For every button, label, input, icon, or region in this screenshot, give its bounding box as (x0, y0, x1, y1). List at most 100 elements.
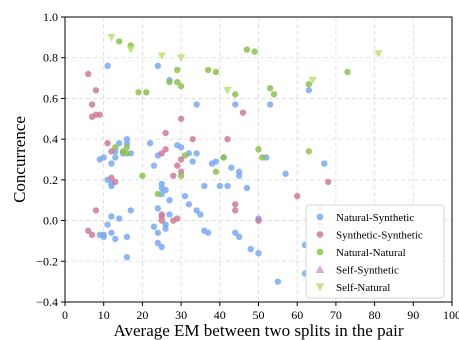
point-synthetic-synthetic (174, 162, 181, 169)
legend-marker (316, 231, 324, 238)
x-tick-label: 50 (253, 308, 265, 322)
y-tick-label: 0.8 (43, 51, 58, 65)
point-natural-synthetic (123, 135, 131, 143)
point-natural-natural (212, 168, 220, 175)
point-synthetic-synthetic (239, 109, 247, 116)
point-natural-synthetic (232, 101, 239, 108)
point-synthetic-synthetic (112, 178, 119, 186)
point-natural-synthetic (216, 182, 223, 190)
point-synthetic-synthetic (96, 111, 104, 118)
point-synthetic-synthetic (324, 178, 332, 186)
y-tick-label: −0.2 (36, 254, 58, 268)
y-tick-label: 0.6 (43, 91, 58, 105)
x-tick-label: 30 (175, 308, 187, 322)
point-natural-synthetic (162, 186, 169, 194)
point-self-natural (126, 46, 135, 54)
point-self-natural (374, 50, 383, 58)
point-natural-natural (112, 144, 119, 151)
point-natural-synthetic (305, 87, 313, 94)
point-natural-natural (305, 80, 313, 88)
y-tick-label: 0.4 (43, 132, 58, 146)
point-synthetic-synthetic (170, 172, 177, 179)
y-axis-ticks: −0.4 −0.2 0.0 0.2 0.4 0.6 0.8 1.0 (36, 10, 65, 309)
point-natural-natural (270, 91, 278, 98)
point-natural-synthetic (235, 168, 243, 175)
legend-marker (316, 213, 324, 221)
y-axis-label: Concurrence (10, 116, 29, 203)
legend-label: Self-Natural (336, 282, 390, 294)
point-natural-synthetic (104, 62, 111, 70)
point-natural-synthetic (197, 211, 204, 218)
point-natural-synthetic (232, 229, 239, 236)
point-synthetic-synthetic (108, 174, 115, 182)
point-natural-synthetic (189, 158, 196, 165)
point-self-natural (223, 86, 232, 95)
point-natural-synthetic (154, 229, 162, 236)
point-natural-synthetic (154, 62, 162, 70)
point-synthetic-synthetic (162, 146, 169, 153)
x-tick-label: 90 (407, 308, 419, 322)
x-tick-label: 10 (98, 308, 110, 322)
point-natural-synthetic (166, 197, 173, 204)
point-synthetic-synthetic (104, 140, 111, 147)
point-natural-synthetic (154, 239, 162, 247)
point-natural-synthetic (282, 170, 289, 177)
point-natural-synthetic (150, 223, 158, 230)
point-natural-synthetic (127, 207, 134, 214)
point-natural-synthetic (255, 249, 262, 257)
point-natural-synthetic (185, 201, 193, 208)
point-self-natural (107, 33, 116, 42)
point-natural-synthetic (193, 150, 200, 157)
point-natural-natural (220, 154, 227, 161)
point-natural-synthetic (162, 221, 169, 228)
x-tick-label: 70 (330, 308, 342, 322)
point-natural-synthetic (154, 205, 162, 212)
point-self-natural (308, 76, 317, 85)
point-natural-natural (243, 46, 251, 53)
legend-label: Natural-Natural (336, 247, 406, 259)
point-natural-synthetic (123, 233, 131, 241)
point-synthetic-synthetic (189, 135, 196, 143)
point-natural-natural (123, 150, 131, 157)
point-natural-synthetic (177, 144, 185, 151)
point-natural-natural (181, 152, 189, 159)
point-natural-synthetic (321, 160, 328, 167)
legend: Natural-Synthetic Synthetic-Synthetic Natu… (305, 204, 445, 299)
point-synthetic-synthetic (232, 201, 239, 208)
point-natural-synthetic (115, 140, 123, 147)
point-synthetic-synthetic (88, 101, 96, 108)
x-axis-label: Average EM between two splits in the pai… (113, 321, 403, 340)
point-natural-synthetic (247, 245, 254, 253)
point-natural-natural (344, 68, 351, 76)
point-natural-synthetic (108, 213, 115, 220)
point-natural-synthetic (108, 160, 115, 167)
point-natural-natural (123, 144, 131, 151)
y-tick-label: 0.2 (43, 173, 58, 187)
point-natural-natural (177, 172, 185, 179)
point-natural-natural (204, 66, 212, 74)
point-natural-synthetic (158, 243, 165, 251)
point-natural-synthetic (212, 158, 220, 165)
legend-label: Synthetic-Synthetic (336, 230, 423, 242)
point-synthetic-synthetic (294, 192, 301, 200)
point-natural-natural (232, 91, 239, 98)
legend-label: Natural-Synthetic (336, 212, 414, 224)
x-tick-label: 80 (369, 308, 381, 322)
legend-marker (315, 283, 325, 292)
point-natural-synthetic (224, 182, 231, 190)
y-tick-label: 1.0 (43, 10, 58, 24)
point-natural-synthetic (123, 254, 131, 261)
point-synthetic-synthetic (224, 135, 231, 143)
legend-marker (315, 265, 325, 274)
point-natural-natural (305, 148, 313, 155)
point-natural-natural (154, 190, 162, 198)
point-synthetic-synthetic (232, 207, 239, 214)
point-synthetic-synthetic (88, 231, 96, 239)
point-natural-synthetic (243, 184, 251, 192)
point-natural-synthetic (235, 233, 243, 241)
point-natural-natural (143, 89, 150, 96)
point-natural-natural (251, 48, 258, 55)
point-natural-synthetic (204, 229, 212, 236)
point-synthetic-synthetic (177, 156, 185, 163)
